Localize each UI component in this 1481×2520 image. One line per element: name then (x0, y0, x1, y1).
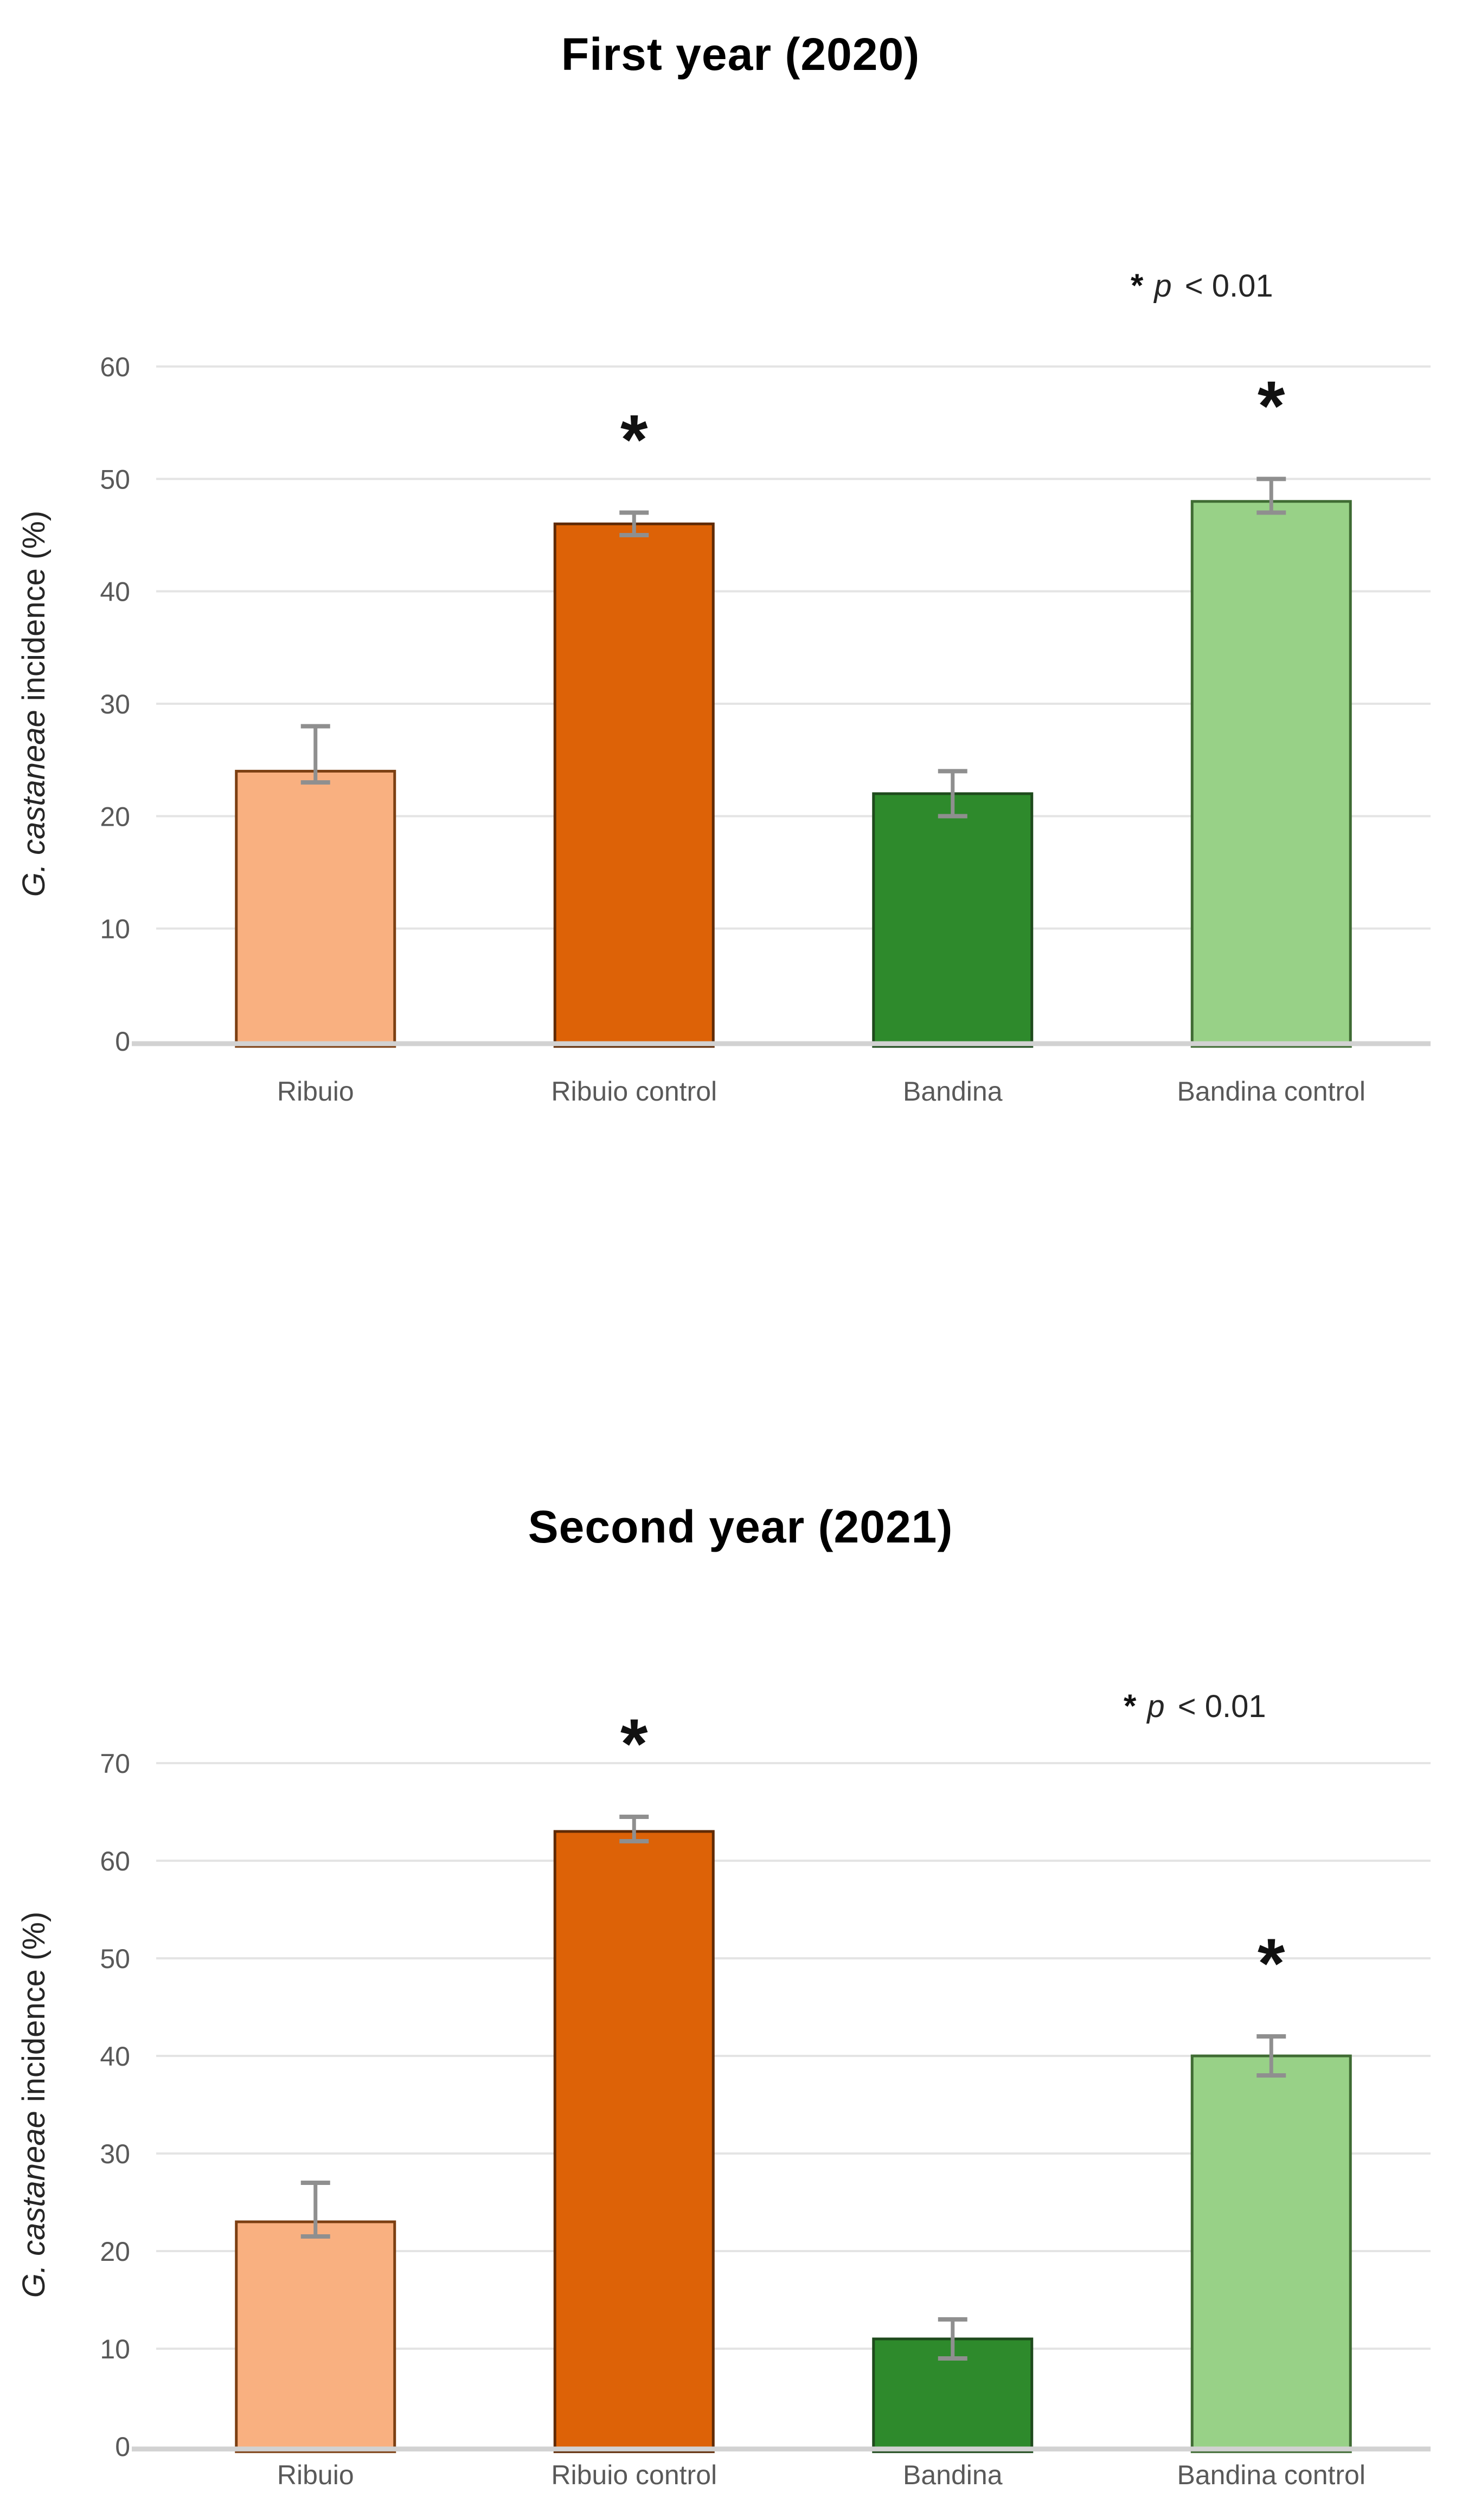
p-symbol: p (1147, 1689, 1165, 1724)
asterisk-symbol: * (1131, 267, 1144, 304)
significance-asterisk: * (1258, 1924, 1285, 2003)
x-category-label: Bandina control (1177, 1076, 1365, 1107)
y-axis-title-species: G. castaneae (16, 2111, 52, 2298)
y-tick-label: 30 (100, 689, 130, 719)
bar-bandina (872, 792, 1034, 1048)
x-category-label: Ribuio (277, 2460, 354, 2490)
y-axis-title-species: G. castaneae (16, 710, 52, 897)
y-tick-label: 50 (100, 464, 130, 494)
x-category-label: Bandina control (1177, 2460, 1365, 2490)
significance-note: * p < 0.01 (1124, 1687, 1266, 1725)
y-tick-label: 10 (100, 2334, 130, 2364)
bar-bandina-control (1190, 500, 1352, 1048)
significance-note: * p < 0.01 (1131, 267, 1273, 304)
p-symbol: p (1154, 268, 1172, 304)
bar-bandina-control (1190, 2054, 1352, 2453)
y-axis-title: G. castaneae incidence (%) (16, 511, 52, 897)
chart-first-year: First year (2020) * p < 0.01 0 10 20 30 40 50 6… (16, 29, 1431, 1107)
y-tick-label: 30 (100, 2139, 130, 2169)
x-category-label: Bandina (903, 2460, 1003, 2490)
y-tick-label: 40 (100, 577, 130, 607)
x-category-label: Ribuio (277, 1076, 354, 1107)
bar-plot-2020: 0 10 20 30 40 50 60 Ribuio * Ribuio control Bandin… (16, 352, 1431, 1107)
x-category-label: Ribuio control (551, 2460, 717, 2490)
asterisk-symbol: * (1124, 1688, 1137, 1724)
y-tick-label: 60 (100, 352, 130, 382)
y-axis-title: G. castaneae incidence (%) (16, 1912, 52, 2298)
y-axis-title-rest: incidence (%) (16, 1912, 52, 2111)
y-tick-label: 0 (115, 2432, 130, 2462)
x-category-label: Ribuio control (551, 1076, 717, 1107)
y-tick-label: 70 (100, 1748, 130, 1779)
p-threshold: < 0.01 (1169, 1689, 1266, 1724)
bar-ribuio-control (553, 522, 715, 1048)
y-tick-label: 10 (100, 914, 130, 944)
chart-second-year: Second year (2021) * p < 0.01 0 10 20 30 40 50… (0, 1269, 1481, 2520)
significance-asterisk: * (620, 400, 648, 479)
chart-title: First year (2020) (561, 29, 920, 80)
y-tick-label: 40 (100, 2041, 130, 2072)
y-tick-label: 0 (115, 1026, 130, 1057)
y-tick-label: 20 (100, 801, 130, 832)
y-axis-title-rest: incidence (%) (16, 511, 52, 710)
x-category-label: Bandina (903, 1076, 1003, 1107)
significance-asterisk: * (620, 1704, 648, 1783)
bar-plot-2021: 0 10 20 30 40 50 60 70 Ribuio * Ribuio control Band… (16, 1704, 1431, 2490)
significance-asterisk: * (1258, 366, 1285, 445)
bar-ribuio (235, 2220, 396, 2453)
y-tick-label: 20 (100, 2236, 130, 2267)
y-tick-label: 60 (100, 1846, 130, 1876)
y-tick-label: 50 (100, 1944, 130, 1974)
bar-ribuio (235, 769, 396, 1048)
chart-title: Second year (2021) (528, 1501, 953, 1552)
p-threshold: < 0.01 (1176, 268, 1273, 304)
bar-ribuio-control (553, 1830, 715, 2453)
